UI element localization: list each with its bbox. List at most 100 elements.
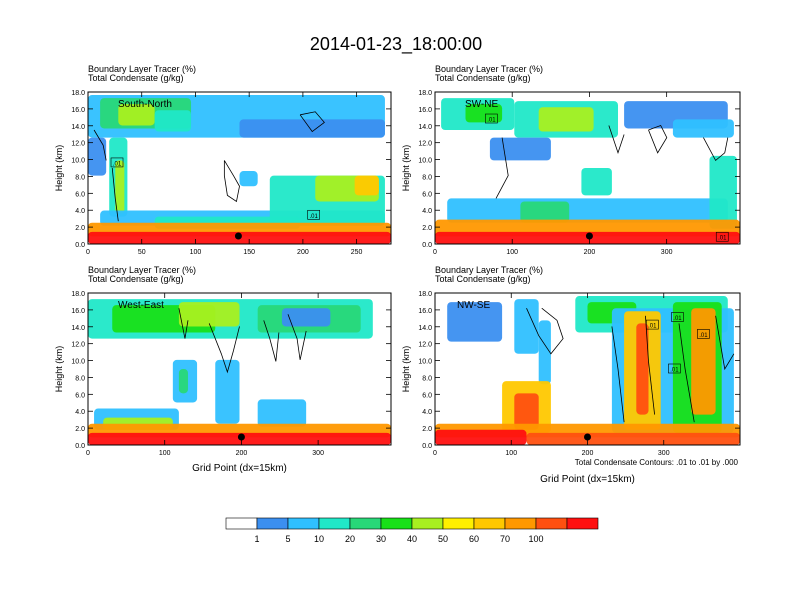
panel-label-tracer: Boundary Layer Tracer (%) (435, 64, 543, 74)
panel-label-tracer: Boundary Layer Tracer (%) (435, 265, 543, 275)
filled-contour-region (115, 160, 125, 214)
x-tick-label: 300 (658, 450, 670, 457)
y-tick-label: 6.0 (75, 392, 85, 399)
contour-footnote: Total Condensate Contours: .01 to .01 by… (575, 458, 739, 467)
location-marker (585, 232, 593, 240)
contour-label-box (671, 312, 684, 322)
filled-contour-region (257, 399, 307, 427)
colorbar: 1 5 10 20 30 40 50 60 70 100 (225, 517, 599, 544)
y-tick-label: 0.0 (75, 242, 85, 249)
y-tick-label: 0.0 (422, 242, 432, 249)
colorbar-label: 5 (285, 534, 290, 544)
panel-label-condensate: Total Condensate (g/kg) (435, 73, 531, 83)
panel-label-condensate: Total Condensate (g/kg) (435, 274, 531, 284)
condensate-contour-line (715, 315, 735, 371)
y-axis-label: Height (km) (54, 145, 64, 192)
y-tick-label: 10.0 (418, 158, 432, 165)
y-tick-label: 8.0 (422, 174, 432, 181)
contour-label-box (668, 363, 681, 374)
contour-label-box (697, 329, 710, 339)
x-tick-label: 100 (506, 249, 518, 256)
condensate-contour-line (611, 326, 625, 423)
y-tick-label: 10.0 (418, 359, 432, 366)
y-tick-label: 2.0 (75, 426, 85, 433)
condensate-contour-line (208, 323, 240, 374)
colorbar-swatch (256, 517, 289, 530)
y-tick-label: 18.0 (71, 291, 85, 298)
contour-label: .01 (699, 333, 708, 339)
contour-label: .01 (673, 316, 682, 322)
plot-area: .01 .01 (435, 92, 740, 244)
y-tick-label: 12.0 (71, 342, 85, 349)
y-tick-label: 4.0 (75, 409, 85, 416)
filled-contour-region (538, 320, 551, 385)
contour-label-box (485, 113, 498, 124)
x-tick-label: 100 (505, 450, 517, 457)
colorbar-swatch (442, 517, 475, 530)
x-tick-label: 200 (297, 249, 309, 256)
plot-area (88, 293, 391, 445)
colorbar-swatch (318, 517, 351, 530)
panel-south-north: Boundary Layer Tracer (%)Total Condensat… (54, 64, 392, 256)
filled-contour-region (520, 201, 570, 223)
filled-contour-region (465, 104, 503, 123)
filled-contour-region (447, 302, 503, 342)
filled-contour-region (709, 155, 737, 229)
location-marker (584, 433, 591, 441)
y-tick-label: 4.0 (75, 208, 85, 215)
x-tick-label: 0 (86, 450, 90, 457)
condensate-contour-line (287, 314, 307, 360)
filled-contour-region (215, 359, 240, 424)
panel-label-tracer: Boundary Layer Tracer (%) (88, 265, 196, 275)
colorbar-swatch (380, 517, 413, 530)
y-axis-label: Height (km) (54, 346, 64, 393)
x-tick-label: 250 (351, 249, 363, 256)
colorbar-label: 30 (376, 534, 386, 544)
colorbar-swatch (225, 517, 258, 530)
x-tick-label: 100 (190, 249, 202, 256)
condensate-contour-line (703, 137, 729, 162)
filled-contour-region (489, 137, 551, 161)
x-tick-label: 100 (159, 450, 171, 457)
contour-label: .01 (648, 324, 657, 330)
condensate-contour-line (93, 129, 107, 161)
panel-frame (87, 91, 392, 245)
colorbar-label: 40 (407, 534, 417, 544)
contour-label: .01 (670, 368, 679, 374)
colorbar-label: 100 (528, 534, 543, 544)
panel-name: NW-SE (457, 300, 490, 311)
contour-label-box (646, 319, 659, 330)
colorbar-swatch (411, 517, 444, 530)
colorbar-label: 60 (469, 534, 479, 544)
x-tick-label: 200 (236, 450, 248, 457)
filled-contour-region (672, 119, 734, 138)
y-tick-label: 14.0 (71, 124, 85, 131)
condensate-contour-line (608, 125, 625, 155)
y-tick-label: 14.0 (71, 325, 85, 332)
x-tick-label: 300 (661, 249, 673, 256)
y-tick-label: 18.0 (418, 90, 432, 97)
panel-name: West-East (118, 300, 164, 311)
colorbar-label: 20 (345, 534, 355, 544)
panel-sw-ne: Boundary Layer Tracer (%)Total Condensat… (401, 64, 741, 256)
x-tick-label: 0 (86, 249, 90, 256)
y-tick-label: 18.0 (418, 291, 432, 298)
contour-label: .01 (309, 214, 318, 220)
x-tick-label: 0 (433, 249, 437, 256)
y-tick-label: 8.0 (75, 174, 85, 181)
y-tick-label: 2.0 (75, 225, 85, 232)
x-axis-label: Grid Point (dx=15km) (540, 474, 635, 485)
panel-west-east: Boundary Layer Tracer (%)Total Condensat… (54, 265, 392, 474)
x-tick-label: 200 (582, 450, 594, 457)
figure-title: 2014-01-23_18:00:00 (310, 34, 482, 55)
contour-label: .01 (718, 236, 727, 242)
y-tick-label: 4.0 (422, 409, 432, 416)
filled-contour-region (354, 175, 379, 196)
contour-label: .01 (113, 161, 122, 167)
condensate-contour-line (678, 323, 695, 423)
panel-name: SW-NE (465, 99, 498, 110)
colorbar-label: 70 (500, 534, 510, 544)
colorbar-label: 50 (438, 534, 448, 544)
x-axis-label: Grid Point (dx=15km) (192, 463, 287, 474)
